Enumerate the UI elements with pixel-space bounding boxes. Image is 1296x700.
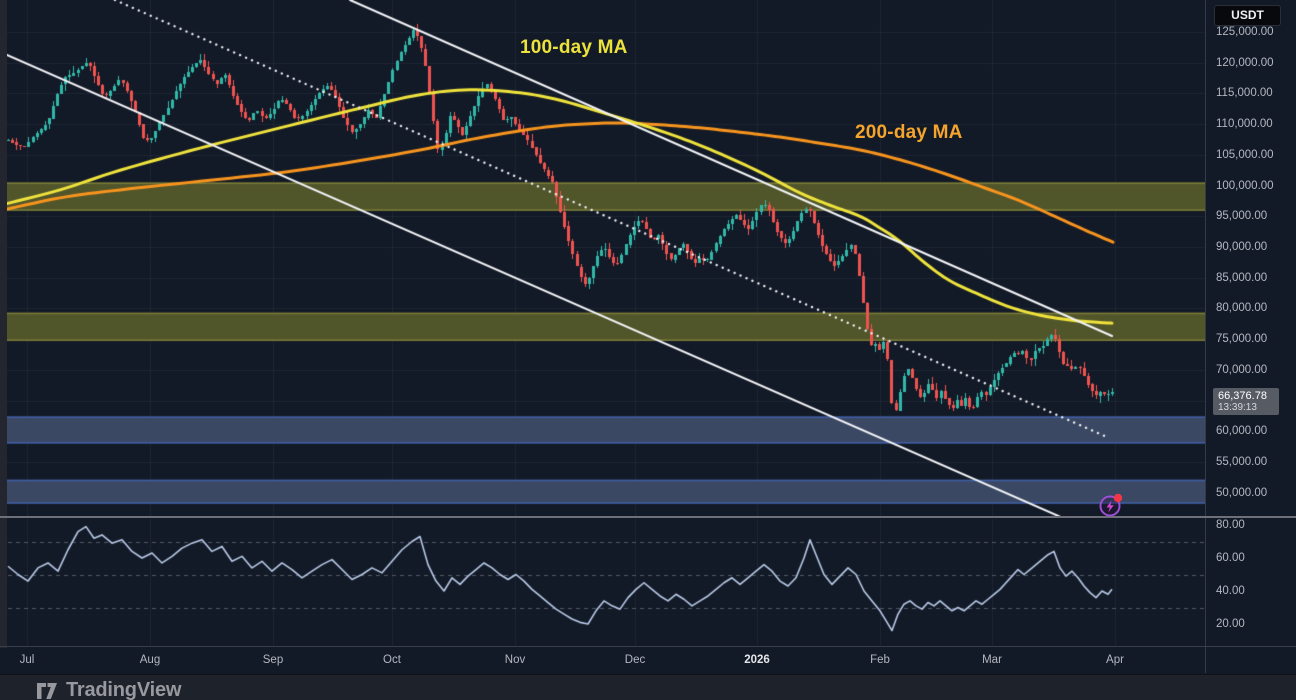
price-axis-label: 60,000.00 <box>1216 425 1268 438</box>
time-axis-separator <box>0 646 1296 647</box>
left-edge-strip <box>0 0 7 648</box>
ma200-annotation-label: 200-day MA <box>855 122 963 143</box>
pane-resize-separator[interactable] <box>0 516 1296 518</box>
tradingview-logo-text: TradingView <box>66 679 182 700</box>
price-axis-label: 75,000.00 <box>1216 333 1268 346</box>
bottom-bar: TradingView <box>0 674 1296 700</box>
price-axis-label: 90,000.00 <box>1216 241 1268 253</box>
flash-alert-icon-svg <box>1099 493 1123 517</box>
time-axis-label: Apr <box>1106 654 1124 666</box>
rsi-axis-label: 60.00 <box>1216 552 1245 564</box>
price-axis[interactable]: USDT 125,000.00 120,000.00 115,000.00 110,0… <box>1205 0 1296 673</box>
time-axis-label: Dec <box>624 654 646 666</box>
price-axis-label: 120,000.00 <box>1216 56 1274 69</box>
price-axis-label: 70,000.00 <box>1216 363 1268 376</box>
quote-currency-chip[interactable]: USDT <box>1214 5 1281 26</box>
price-axis-label: 100,000.00 <box>1216 179 1274 192</box>
rsi-axis-label: 40.00 <box>1216 585 1245 597</box>
rsi-axis-label: 80.00 <box>1216 519 1245 531</box>
price-axis-label: 50,000.00 <box>1216 486 1268 499</box>
time-axis-label: Oct <box>383 654 401 666</box>
ma100-annotation-label: 100-day MA <box>520 37 628 58</box>
flash-alert-icon[interactable] <box>1094 489 1128 523</box>
main-price-chart-canvas[interactable] <box>0 0 1205 517</box>
time-axis-label: Aug <box>139 654 161 666</box>
price-axis-label: 80,000.00 <box>1216 302 1268 315</box>
last-price-badge: 66,376.78 13:39:13 <box>1213 388 1279 415</box>
rsi-indicator-canvas[interactable] <box>0 519 1205 647</box>
price-axis-label: 55,000.00 <box>1216 455 1268 468</box>
alert-notification-dot <box>1113 493 1123 503</box>
time-axis-label: Sep <box>262 654 284 666</box>
time-axis-label: 2026 <box>744 654 770 666</box>
time-axis-label: Nov <box>504 654 526 666</box>
price-axis-label: 105,000.00 <box>1216 148 1274 161</box>
time-axis-label: Jul <box>19 654 35 666</box>
price-axis-label: 95,000.00 <box>1216 210 1268 223</box>
tradingview-logo[interactable]: TradingView <box>36 679 181 700</box>
bar-countdown-timer: 13:39:13 <box>1218 402 1257 413</box>
price-axis-label: 115,000.00 <box>1216 87 1273 100</box>
rsi-axis-label: 20.00 <box>1216 618 1245 630</box>
tradingview-logo-icon <box>37 683 57 699</box>
time-axis[interactable]: Jul Aug Sep Oct Nov Dec 2026 Feb Mar Apr <box>0 648 1205 673</box>
price-axis-label: 85,000.00 <box>1216 271 1268 284</box>
time-axis-label: Mar <box>982 654 1002 666</box>
last-price-value: 66,376.78 <box>1218 390 1267 402</box>
price-axis-label: 110,000.00 <box>1216 118 1273 131</box>
time-axis-label: Feb <box>870 654 890 666</box>
price-axis-label: 125,000.00 <box>1216 26 1274 39</box>
